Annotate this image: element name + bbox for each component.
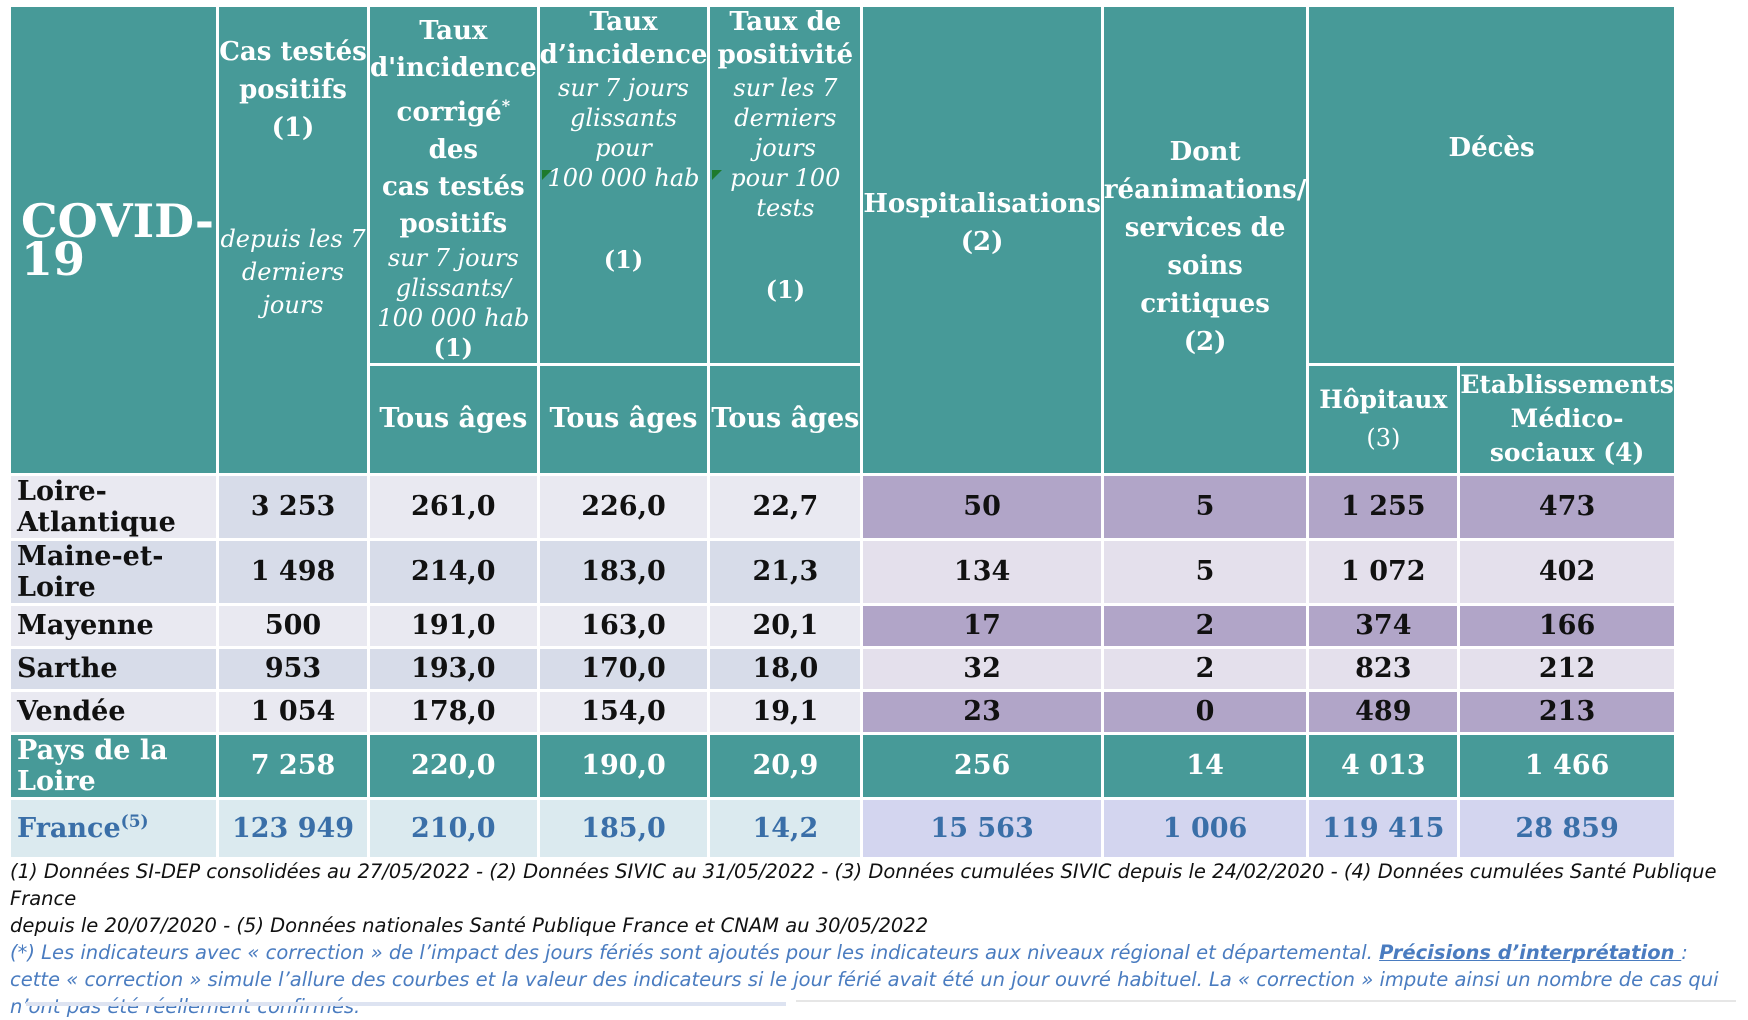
comment-marker: [712, 170, 723, 180]
cell-rea: 5: [1100, 472, 1310, 541]
row-label: Loire-Atlantique: [8, 472, 219, 541]
covid-table: COVID-19 Cas testés positifs (1) depuis …: [8, 4, 1677, 860]
cell-ems: 212: [1457, 645, 1677, 692]
region-row: Pays de la Loire 7 258 220,0 190,0 20,9 …: [8, 731, 1677, 800]
subheader-ems: Etablissements Médico- sociaux (4): [1457, 362, 1677, 476]
row-label: France(5): [8, 796, 219, 860]
row-label: Pays de la Loire: [8, 731, 219, 800]
subheader-tous-ages: Tous âges: [367, 362, 540, 476]
cell-incidence: 185,0: [536, 796, 711, 860]
table-row: Loire-Atlantique 3 253 261,0 226,0 22,7 …: [8, 472, 1677, 541]
cell-hopitaux: 374: [1306, 602, 1461, 649]
cell-hosp: 23: [860, 688, 1104, 735]
cell-hopitaux: 4 013: [1306, 731, 1461, 800]
cell-cas: 953: [216, 645, 370, 692]
row-label: Mayenne: [8, 602, 219, 649]
header-hospitalisations: Hospitalisations (2): [860, 4, 1104, 476]
cell-incidence: 163,0: [536, 602, 711, 649]
cell-rea: 2: [1100, 602, 1310, 649]
row-label: Sarthe: [8, 645, 219, 692]
cell-positivite: 20,1: [707, 602, 864, 649]
cell-incidence: 154,0: [536, 688, 711, 735]
sources-note-line2: depuis le 20/07/2020 - (5) Données natio…: [10, 914, 929, 937]
cell-incidence: 170,0: [536, 645, 711, 692]
cell-positivite: 18,0: [707, 645, 864, 692]
cell-positivite: 21,3: [707, 537, 864, 606]
cell-incidence: 190,0: [536, 731, 711, 800]
table-row: Vendée 1 054 178,0 154,0 19,1 23 0 489 2…: [8, 688, 1677, 735]
table-row: Sarthe 953 193,0 170,0 18,0 32 2 823 212: [8, 645, 1677, 692]
cell-corrige: 214,0: [367, 537, 540, 606]
cell-hopitaux: 119 415: [1306, 796, 1461, 860]
cell-corrige: 193,0: [367, 645, 540, 692]
cell-ems: 473: [1457, 472, 1677, 541]
cell-corrige: 220,0: [367, 731, 540, 800]
cell-rea: 0: [1100, 688, 1310, 735]
sources-note-line1: (1) Données SI-DEP consolidées au 27/05/…: [10, 860, 1717, 910]
cell-positivite: 14,2: [707, 796, 864, 860]
header-cas-testes: Cas testés positifs (1) depuis les 7 der…: [216, 4, 370, 476]
cell-positivite: 19,1: [707, 688, 864, 735]
cell-hosp: 15 563: [860, 796, 1104, 860]
cell-hosp: 17: [860, 602, 1104, 649]
cell-incidence: 183,0: [536, 537, 711, 606]
cell-rea: 14: [1100, 731, 1310, 800]
subheader-tous-ages: Tous âges: [707, 362, 864, 476]
header-deces: Décès: [1306, 4, 1677, 366]
cell-hopitaux: 823: [1306, 645, 1461, 692]
table-title: COVID-19: [8, 4, 219, 476]
cell-ems: 402: [1457, 537, 1677, 606]
cell-hosp: 32: [860, 645, 1104, 692]
cell-ems: 166: [1457, 602, 1677, 649]
row-label: Maine-et-Loire: [8, 537, 219, 606]
cell-ems: 213: [1457, 688, 1677, 735]
cell-corrige: 261,0: [367, 472, 540, 541]
cell-cas: 500: [216, 602, 370, 649]
precisions-link[interactable]: Précisions d’interprétation: [1379, 941, 1682, 964]
divider: [26, 1002, 786, 1006]
cell-positivite: 20,9: [707, 731, 864, 800]
cell-hosp: 50: [860, 472, 1104, 541]
cell-ems: 1 466: [1457, 731, 1677, 800]
cell-corrige: 178,0: [367, 688, 540, 735]
subheader-tous-ages: Tous âges: [536, 362, 711, 476]
header-taux-incidence: Taux d’incidence sur 7 jours glissants p…: [536, 4, 711, 366]
header-reanimations: Dont réanimations/ services de soins cri…: [1100, 4, 1310, 476]
header-taux-corrige: Taux d'incidence corrigé* des cas testés…: [367, 4, 540, 366]
cell-cas: 1 498: [216, 537, 370, 606]
row-label: Vendée: [8, 688, 219, 735]
cell-rea: 2: [1100, 645, 1310, 692]
table-row: Mayenne 500 191,0 163,0 20,1 17 2 374 16…: [8, 602, 1677, 649]
cell-positivite: 22,7: [707, 472, 864, 541]
cell-cas: 3 253: [216, 472, 370, 541]
cell-hopitaux: 1 072: [1306, 537, 1461, 606]
france-row: France(5) 123 949 210,0 185,0 14,2 15 56…: [8, 796, 1677, 860]
cell-incidence: 226,0: [536, 472, 711, 541]
cell-cas: 123 949: [216, 796, 370, 860]
cell-hosp: 134: [860, 537, 1104, 606]
cell-cas: 7 258: [216, 731, 370, 800]
cell-cas: 1 054: [216, 688, 370, 735]
correction-note: (*) Les indicateurs avec « correction » …: [10, 941, 1719, 1018]
cell-ems: 28 859: [1457, 796, 1677, 860]
table-row: Maine-et-Loire 1 498 214,0 183,0 21,3 13…: [8, 537, 1677, 606]
cell-corrige: 210,0: [367, 796, 540, 860]
cell-rea: 5: [1100, 537, 1310, 606]
cell-corrige: 191,0: [367, 602, 540, 649]
comment-marker: [541, 170, 552, 180]
cell-hopitaux: 489: [1306, 688, 1461, 735]
header-taux-positivite: Taux de positivité sur les 7 derniers jo…: [707, 4, 864, 366]
footnotes: (1) Données SI-DEP consolidées au 27/05/…: [10, 858, 1730, 1020]
divider: [796, 1000, 1736, 1002]
subheader-hopitaux: Hôpitaux (3): [1306, 362, 1461, 476]
cell-hopitaux: 1 255: [1306, 472, 1461, 541]
cell-rea: 1 006: [1100, 796, 1310, 860]
cell-hosp: 256: [860, 731, 1104, 800]
